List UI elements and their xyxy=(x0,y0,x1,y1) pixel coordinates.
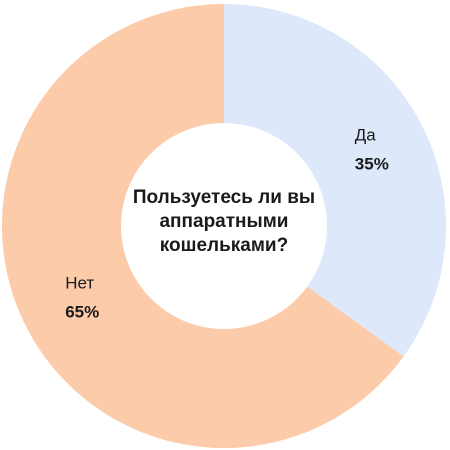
donut-segment xyxy=(1,4,404,448)
chart-title: Пользуетесь ли вы аппаратными кошельками… xyxy=(132,187,316,256)
segment-value: 35% xyxy=(355,155,389,174)
segment-label: Да xyxy=(355,126,377,145)
segment-label: Нет xyxy=(65,273,94,292)
segment-value: 65% xyxy=(65,302,99,321)
donut-segment xyxy=(224,4,446,357)
